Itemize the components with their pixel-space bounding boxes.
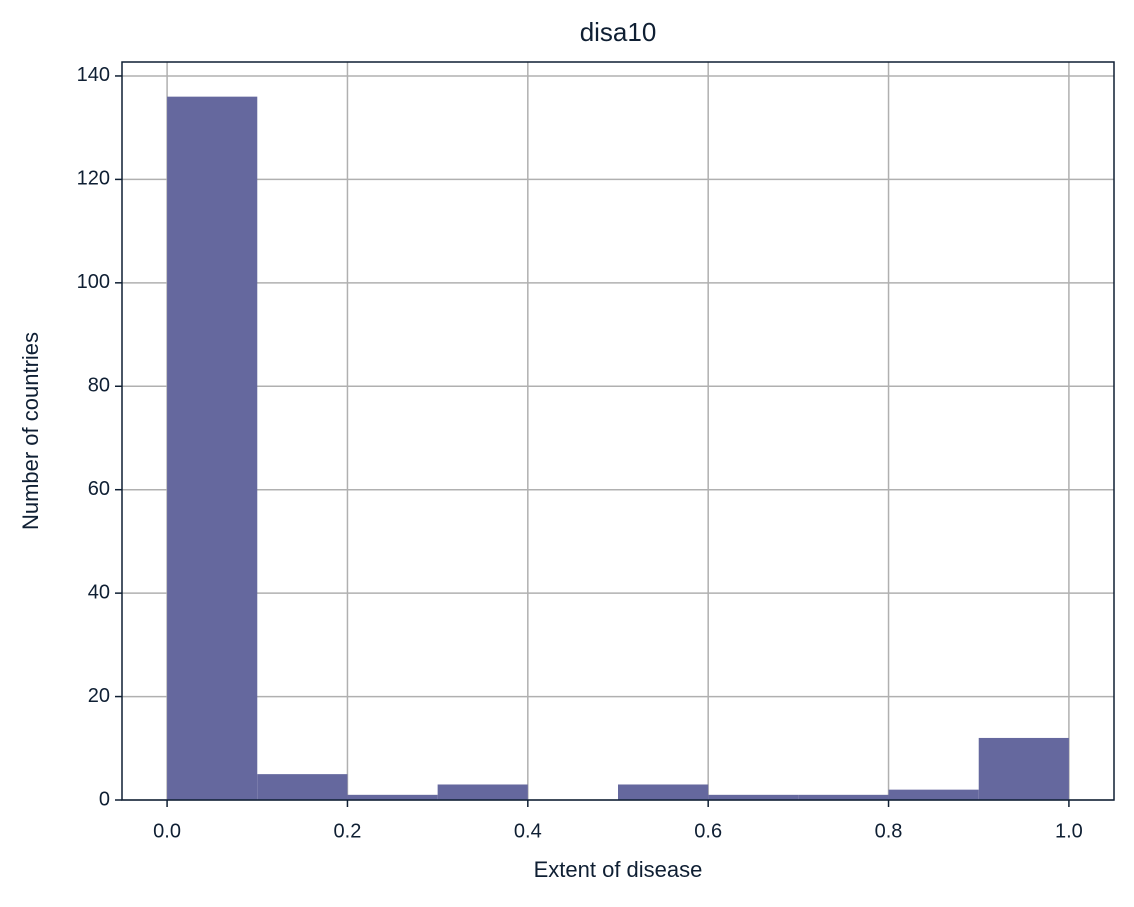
bar: [888, 789, 979, 800]
bar: [798, 794, 889, 800]
x-tick-label: 1.0: [1055, 820, 1083, 842]
bar: [347, 794, 438, 800]
y-tick-label: 80: [88, 375, 110, 397]
y-tick-label: 120: [77, 168, 110, 190]
bar: [978, 737, 1069, 800]
bar: [708, 794, 799, 800]
y-tick-label: 60: [88, 478, 110, 500]
y-tick-label: 40: [88, 581, 110, 603]
plot-frame: [121, 61, 1115, 801]
x-axis-label: Extent of disease: [534, 857, 703, 882]
bar: [437, 784, 528, 800]
y-tick-label: 0: [99, 788, 110, 810]
y-tick-label: 100: [77, 271, 110, 293]
bar: [167, 96, 258, 800]
y-tick-label: 20: [88, 685, 110, 707]
x-tick-label: 0.8: [875, 820, 903, 842]
x-tick-label: 0.0: [153, 820, 181, 842]
bar: [257, 774, 348, 800]
x-tick-label: 0.6: [694, 820, 722, 842]
x-tick-label: 0.2: [334, 820, 362, 842]
x-tick-label: 0.4: [514, 820, 542, 842]
chart-title: disa10: [580, 17, 657, 47]
bar: [618, 784, 709, 800]
y-axis-label: Number of countries: [18, 332, 43, 530]
y-tick-label: 140: [77, 64, 110, 86]
